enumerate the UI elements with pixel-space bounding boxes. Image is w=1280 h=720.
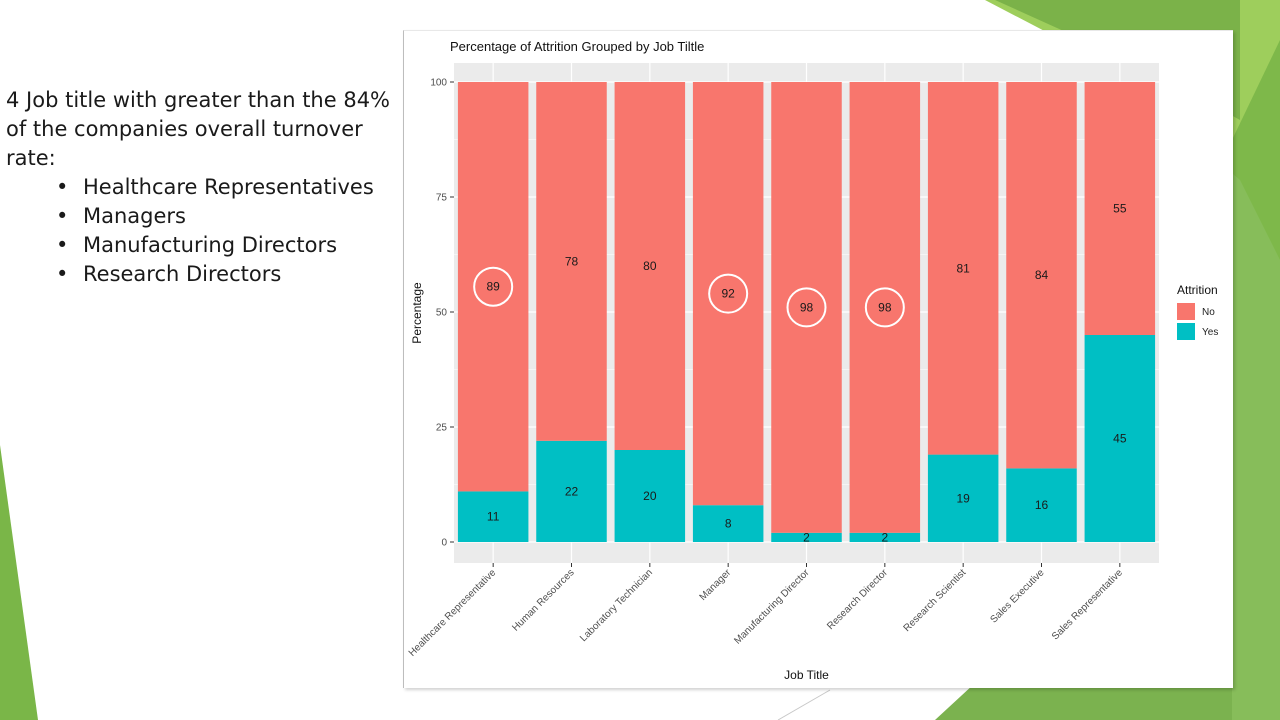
bar-no bbox=[849, 82, 921, 533]
bar-no bbox=[1084, 82, 1156, 335]
data-label-no: 98 bbox=[878, 300, 892, 314]
bar-yes bbox=[536, 440, 607, 542]
bullet-item: Managers bbox=[6, 202, 396, 231]
bar-no bbox=[1006, 82, 1077, 469]
data-label-yes: 16 bbox=[1035, 498, 1049, 512]
data-label-no: 80 bbox=[643, 259, 657, 273]
x-tick-label: Manager bbox=[698, 567, 734, 603]
x-axis: Healthcare Representative Human Resources… bbox=[407, 563, 1125, 659]
legend-label-no: No bbox=[1202, 307, 1215, 318]
y-tick-label: 25 bbox=[436, 423, 448, 434]
data-label-no: 81 bbox=[956, 261, 970, 275]
bullet-item: Manufacturing Directors bbox=[6, 231, 396, 260]
legend-title: Attrition bbox=[1177, 283, 1218, 297]
x-tick-label: Manufacturing Director bbox=[732, 567, 812, 647]
highlight-circle bbox=[473, 266, 514, 307]
bar-yes bbox=[457, 491, 529, 542]
highlight-circle bbox=[864, 287, 905, 328]
bar-yes bbox=[692, 505, 764, 542]
data-label-no: 89 bbox=[486, 280, 500, 294]
slide-text: 4 Job title with greater than the 84% of… bbox=[6, 86, 396, 289]
data-label-no: 98 bbox=[800, 300, 814, 314]
x-tick-label: Sales Representative bbox=[1050, 567, 1125, 642]
data-label-yes: 2 bbox=[803, 530, 810, 544]
data-label-yes: 22 bbox=[565, 484, 579, 498]
x-tick-label: Healthcare Representative bbox=[407, 567, 499, 659]
data-label-yes: 2 bbox=[881, 530, 888, 544]
y-tick-label: 100 bbox=[430, 78, 447, 89]
green-accent-right bbox=[1232, 40, 1280, 720]
chart-frame: Percentage of Attrition Grouped by Job T… bbox=[403, 30, 1233, 688]
legend-swatch-yes bbox=[1177, 323, 1195, 340]
bar-no bbox=[457, 82, 529, 492]
data-label-yes: 19 bbox=[956, 491, 970, 505]
data-label-no: 55 bbox=[1113, 202, 1127, 216]
highlight-circles bbox=[473, 266, 905, 328]
data-label-no: 84 bbox=[1035, 268, 1049, 282]
data-label-no: 78 bbox=[565, 254, 579, 268]
bar-yes bbox=[614, 450, 686, 542]
bar-no bbox=[927, 82, 999, 455]
data-label-yes: 45 bbox=[1113, 432, 1127, 446]
stacked-bar-chart: Percentage of Attrition Grouped by Job T… bbox=[407, 39, 1219, 682]
bar-no bbox=[771, 82, 842, 533]
bar-yes bbox=[927, 454, 999, 542]
highlight-circle bbox=[786, 287, 827, 328]
legend: Attrition No Yes bbox=[1177, 283, 1218, 340]
x-tick-label: Research Director bbox=[825, 567, 890, 632]
x-tick-label: Human Resources bbox=[510, 567, 576, 633]
y-axis: 0 25 50 75 100 bbox=[430, 78, 454, 549]
data-label-no: 92 bbox=[721, 287, 735, 301]
bar-no bbox=[692, 82, 764, 506]
intro-text: 4 Job title with greater than the 84% of… bbox=[6, 88, 391, 170]
legend-swatch-no bbox=[1177, 303, 1195, 320]
bullet-list: Healthcare Representatives Managers Manu… bbox=[6, 173, 396, 289]
bar-no bbox=[614, 82, 686, 450]
x-tick-label: Laboratory Technician bbox=[578, 567, 655, 644]
y-tick-label: 50 bbox=[436, 308, 448, 319]
bar-no bbox=[536, 82, 607, 441]
decorative-line bbox=[777, 689, 831, 720]
chart-title: Percentage of Attrition Grouped by Job T… bbox=[450, 39, 704, 54]
bars bbox=[457, 82, 1156, 542]
x-tick-label: Sales Executive bbox=[989, 567, 1047, 625]
bar-yes bbox=[849, 532, 921, 542]
x-axis-title: Job Title bbox=[784, 668, 829, 682]
bullet-item: Research Directors bbox=[6, 260, 396, 289]
bar-yes bbox=[1084, 335, 1156, 542]
data-label-yes: 20 bbox=[643, 489, 657, 503]
highlight-circle bbox=[708, 273, 749, 314]
y-tick-label: 0 bbox=[441, 538, 447, 549]
bullet-item: Healthcare Representatives bbox=[6, 173, 396, 202]
green-accent-bottom-left bbox=[0, 445, 38, 720]
data-label-yes: 11 bbox=[487, 510, 500, 524]
bar-yes bbox=[771, 532, 842, 542]
x-tick-label: Research Scientist bbox=[902, 567, 969, 634]
y-tick-label: 75 bbox=[436, 193, 448, 204]
legend-label-yes: Yes bbox=[1202, 327, 1218, 338]
bar-yes bbox=[1006, 468, 1077, 542]
y-axis-title: Percentage bbox=[410, 282, 424, 344]
data-label-yes: 8 bbox=[725, 517, 732, 531]
